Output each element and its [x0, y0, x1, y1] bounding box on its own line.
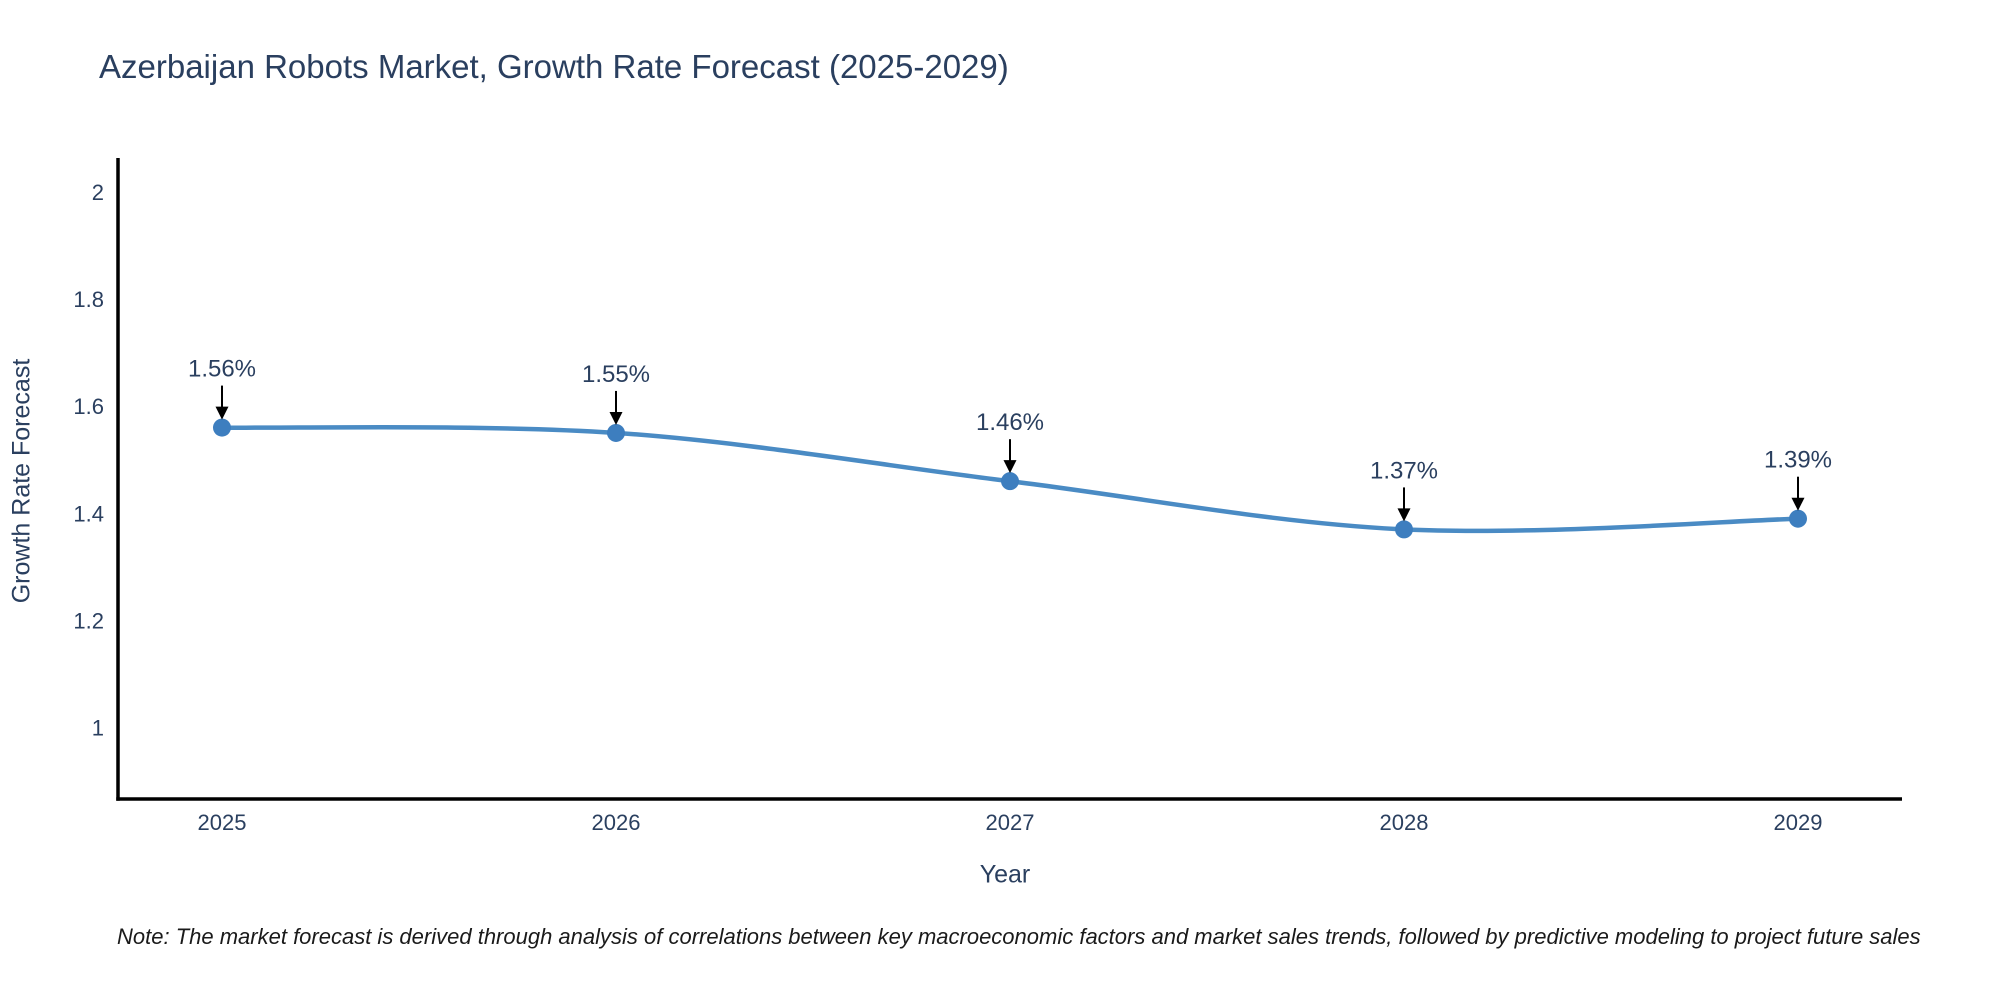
x-axis-title: Year — [979, 860, 1031, 889]
x-tick-label: 2027 — [986, 810, 1035, 835]
annotation-arrowhead — [609, 411, 623, 425]
annotation-arrowhead — [215, 406, 229, 420]
x-tick-label: 2026 — [592, 810, 641, 835]
point-annotation: 1.56% — [188, 356, 256, 383]
x-tick-label: 2028 — [1380, 810, 1429, 835]
x-tick-label: 2029 — [1774, 810, 1823, 835]
annotation-arrowhead — [1003, 460, 1017, 474]
data-point — [1789, 509, 1807, 528]
point-annotation: 1.39% — [1764, 447, 1832, 474]
y-tick-label: 1 — [92, 716, 104, 741]
chart-title: Azerbaijan Robots Market, Growth Rate Fo… — [99, 48, 1009, 85]
annotation-arrowhead — [1397, 508, 1411, 522]
y-tick-label: 1.6 — [73, 394, 104, 419]
data-point — [607, 423, 625, 442]
point-annotation: 1.37% — [1370, 457, 1438, 484]
data-point — [1395, 520, 1413, 539]
data-point — [213, 418, 231, 437]
point-annotation: 1.55% — [582, 361, 650, 388]
point-annotation: 1.46% — [976, 409, 1044, 436]
footnote: Note: The market forecast is derived thr… — [117, 924, 1921, 949]
y-tick-label: 1.2 — [73, 609, 104, 634]
x-tick-label: 2025 — [198, 810, 247, 835]
y-tick-label: 1.8 — [73, 287, 104, 312]
y-tick-label: 2 — [92, 180, 104, 205]
annotation-arrowhead — [1791, 497, 1805, 511]
data-point — [1001, 472, 1019, 491]
y-tick-label: 1.4 — [73, 501, 104, 526]
